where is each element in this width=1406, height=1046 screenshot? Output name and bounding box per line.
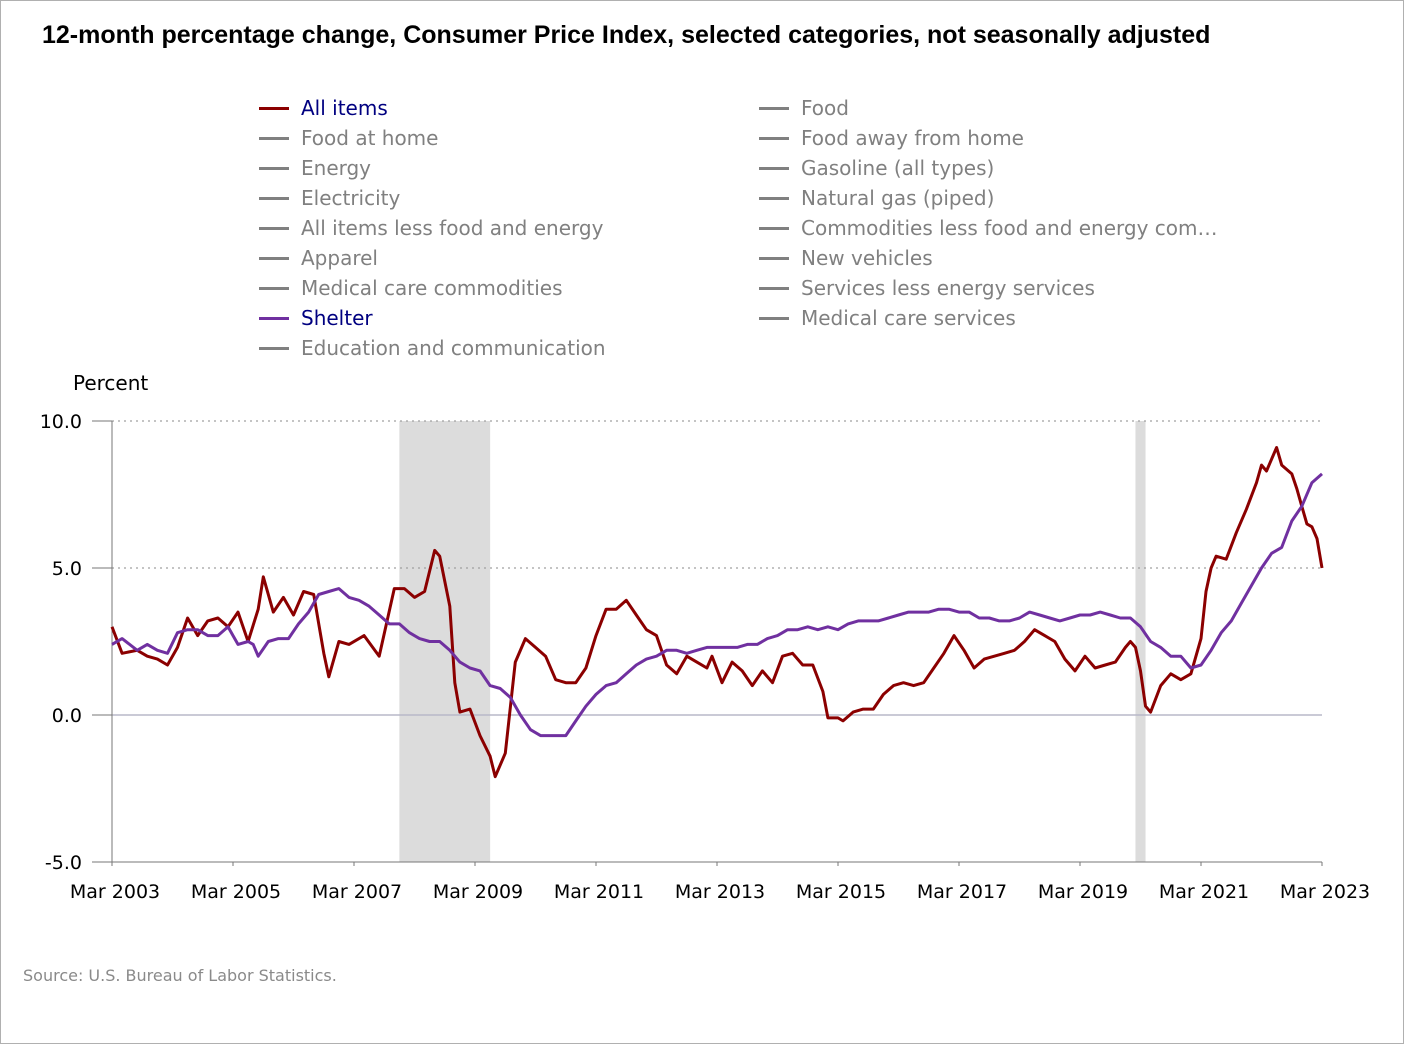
legend-swatch [759, 287, 789, 290]
legend-label: Natural gas (piped) [801, 186, 995, 210]
legend-swatch [259, 197, 289, 200]
x-tick-label: Mar 2011 [554, 881, 644, 903]
legend-swatch [259, 227, 289, 230]
legend-label: Electricity [301, 186, 401, 210]
chart-title: 12-month percentage change, Consumer Pri… [42, 21, 1211, 49]
legend-label: All items [301, 96, 388, 120]
x-tick-label: Mar 2023 [1280, 881, 1370, 903]
legend-swatch [759, 317, 789, 320]
legend-swatch [759, 227, 789, 230]
legend-label: Apparel [301, 246, 378, 270]
y-tick-label: 5.0 [52, 558, 82, 580]
x-tick-label: Mar 2007 [312, 881, 402, 903]
legend-swatch [759, 137, 789, 140]
legend-swatch [259, 347, 289, 350]
legend-label: Food away from home [801, 126, 1024, 150]
legend-label: Food [801, 96, 849, 120]
x-tick-label: Mar 2019 [1038, 881, 1128, 903]
legend-label: Education and communication [301, 336, 606, 360]
legend-swatch [759, 167, 789, 170]
legend-label: Gasoline (all types) [801, 156, 995, 180]
x-tick-label: Mar 2009 [433, 881, 523, 903]
recession-band [399, 421, 491, 862]
legend-swatch [259, 317, 289, 320]
legend-label: Services less energy services [801, 276, 1095, 300]
legend-label: Medical care services [801, 306, 1016, 330]
y-tick-label: 0.0 [52, 705, 82, 727]
series-line-all-items [110, 446, 1324, 779]
legend-swatch [259, 137, 289, 140]
x-tick-label: Mar 2015 [796, 881, 886, 903]
x-tick-label: Mar 2013 [675, 881, 765, 903]
legend-label: Medical care commodities [301, 276, 563, 300]
y-tick-label: 10.0 [40, 411, 82, 433]
legend-swatch [759, 107, 789, 110]
x-tick-label: Mar 2017 [917, 881, 1007, 903]
legend-swatch [259, 107, 289, 110]
recession-band [1135, 421, 1146, 862]
legend-label: Shelter [301, 306, 373, 330]
legend-swatch [259, 257, 289, 260]
legend-label: Energy [301, 156, 372, 180]
series-line-shelter [111, 472, 1323, 738]
legend-label: Commodities less food and energy com… [801, 216, 1218, 240]
legend-label: New vehicles [801, 246, 933, 270]
legend-swatch [259, 287, 289, 290]
x-tick-label: Mar 2021 [1159, 881, 1249, 903]
legend-swatch [759, 197, 789, 200]
source-note: Source: U.S. Bureau of Labor Statistics. [23, 966, 337, 985]
legend-label: All items less food and energy [301, 216, 604, 240]
x-tick-label: Mar 2005 [191, 881, 281, 903]
legend-label: Food at home [301, 126, 439, 150]
y-tick-label: -5.0 [45, 852, 82, 874]
legend-swatch [759, 257, 789, 260]
legend-swatch [259, 167, 289, 170]
y-axis-label: Percent [73, 371, 149, 395]
x-tick-label: Mar 2003 [70, 881, 160, 903]
